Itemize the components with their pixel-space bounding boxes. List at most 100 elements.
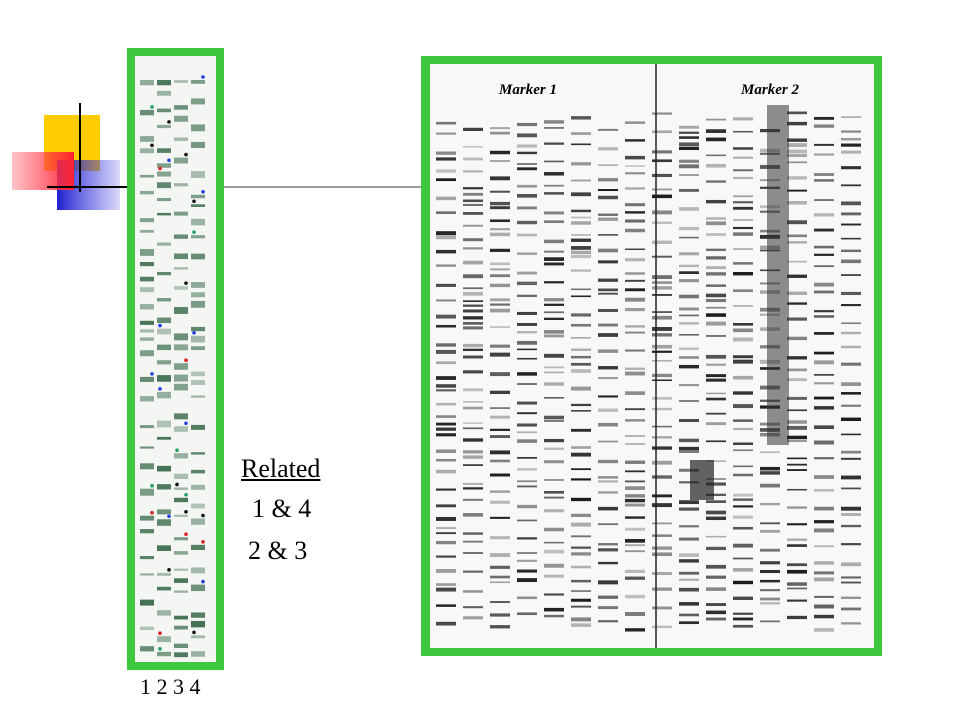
gel-band (706, 564, 726, 569)
gel-band (140, 190, 154, 195)
gel-band (490, 581, 510, 584)
gel-band (490, 268, 510, 271)
gel-band (706, 335, 726, 337)
gel-band (679, 553, 699, 557)
gel-band (598, 395, 618, 398)
gel-band (490, 473, 510, 477)
gel-band (463, 606, 483, 609)
gel-band (201, 75, 205, 79)
gel-band (679, 507, 699, 511)
gel-band (191, 518, 205, 525)
gel-band (733, 596, 753, 600)
gel-band (706, 199, 726, 204)
gel-band (706, 412, 726, 415)
gel-band (490, 176, 510, 181)
gel-band (517, 485, 537, 488)
gel-band (174, 514, 188, 517)
gel-band (436, 540, 456, 545)
gel-band (598, 480, 618, 483)
gel-band (652, 379, 672, 381)
gel-band (517, 331, 537, 334)
gel-band (841, 291, 861, 296)
gel-band (517, 431, 537, 434)
gel-band (598, 292, 618, 295)
gel-band (625, 539, 645, 543)
gel-band (706, 284, 726, 287)
gel-band (463, 438, 483, 442)
gel-band (463, 570, 483, 573)
gel-band (140, 446, 154, 449)
gel-band (760, 579, 780, 583)
gel-band (184, 510, 188, 514)
gel-band (463, 260, 483, 265)
gel-band (814, 506, 834, 511)
gel-band (174, 211, 188, 216)
gel-band (652, 460, 672, 465)
gel-band (652, 326, 672, 331)
gel-band (760, 471, 780, 475)
gel-band (436, 583, 456, 586)
gel-band (571, 598, 591, 602)
gel-band (598, 213, 618, 216)
gel-band (463, 238, 483, 242)
gel-band (760, 522, 780, 525)
gel-band (571, 250, 591, 255)
gel-band (192, 331, 196, 335)
gel-band (598, 606, 618, 610)
gel-band (517, 322, 537, 326)
gel-band (787, 506, 807, 509)
gel-band (571, 337, 591, 339)
note-pair: 1 & 4 (252, 494, 312, 523)
gel-band (184, 152, 188, 157)
gel-band (841, 513, 861, 516)
gel-band (625, 219, 645, 223)
gel-band (706, 217, 726, 220)
gel-band (598, 308, 618, 313)
gel-band (436, 249, 456, 254)
gel-band (436, 349, 456, 354)
gel-band (544, 419, 564, 422)
gel-band (157, 163, 171, 168)
gel-band (490, 248, 510, 252)
gel-band (191, 194, 205, 199)
gel-band (436, 402, 456, 406)
gel-band (571, 513, 591, 518)
gel-band (598, 491, 618, 494)
gel-band (463, 616, 483, 620)
gel-band (841, 322, 861, 325)
gel-band (436, 151, 456, 155)
gel-band (625, 550, 645, 553)
gel-band (436, 604, 456, 607)
gel-band (733, 195, 753, 198)
gel-band (517, 184, 537, 188)
gel-band (706, 354, 726, 359)
gel-band (490, 127, 510, 130)
gel-band (733, 117, 753, 121)
gel-band (140, 287, 154, 293)
gel-band (174, 473, 188, 480)
gel-band (814, 265, 834, 268)
gel-band (679, 364, 699, 369)
gel-band (571, 132, 591, 135)
gel-band (733, 612, 753, 615)
gel-band (544, 142, 564, 145)
gel-band (436, 415, 456, 418)
gel-band (517, 504, 537, 509)
gel-band (625, 527, 645, 531)
gel-band (191, 395, 205, 398)
gel-band (140, 303, 154, 310)
gel-band (733, 526, 753, 530)
gel-band (140, 148, 154, 154)
gel-band (814, 614, 834, 619)
gel-band (598, 366, 618, 370)
gel-band (544, 496, 564, 499)
gel-band (679, 384, 699, 387)
gel-band (463, 326, 483, 330)
gel-band (733, 219, 753, 221)
gel-band (490, 516, 510, 519)
gel-band (174, 363, 188, 370)
gel-band (463, 224, 483, 227)
gel-band (571, 579, 591, 583)
gel-band (544, 330, 564, 334)
gel-band (787, 274, 807, 278)
